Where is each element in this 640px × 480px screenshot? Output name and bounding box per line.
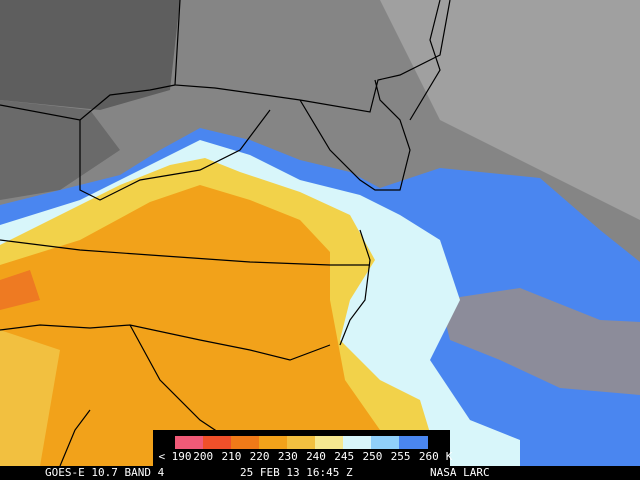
colorbar-label: 250: [362, 450, 382, 463]
colorbar-label: 200: [193, 450, 213, 463]
colorbar-label: 260: [419, 450, 439, 463]
colorbar: [175, 436, 428, 449]
colorbar-label: 220: [250, 450, 270, 463]
borders: [0, 0, 451, 467]
colorbar-label: 240: [306, 450, 326, 463]
colorbar-label: 230: [278, 450, 298, 463]
colorbar-label: 245: [334, 450, 354, 463]
source-label: NASA LARC: [430, 466, 490, 479]
colorbar-label: 210: [221, 450, 241, 463]
footer-bar: [0, 466, 640, 480]
satellite-label: GOES-E 10.7 BAND 4: [45, 466, 165, 479]
colorbar-label: K: [446, 450, 453, 463]
imagery: [0, 0, 640, 466]
colorbar-labels: < 190 200 210 220 230 240 245 250 255 260 K: [158, 450, 452, 463]
colorbar-label: < 190: [158, 450, 191, 463]
time-label: 25 FEB 13 16:45 Z: [240, 466, 353, 479]
colorbar-label: 255: [391, 450, 411, 463]
